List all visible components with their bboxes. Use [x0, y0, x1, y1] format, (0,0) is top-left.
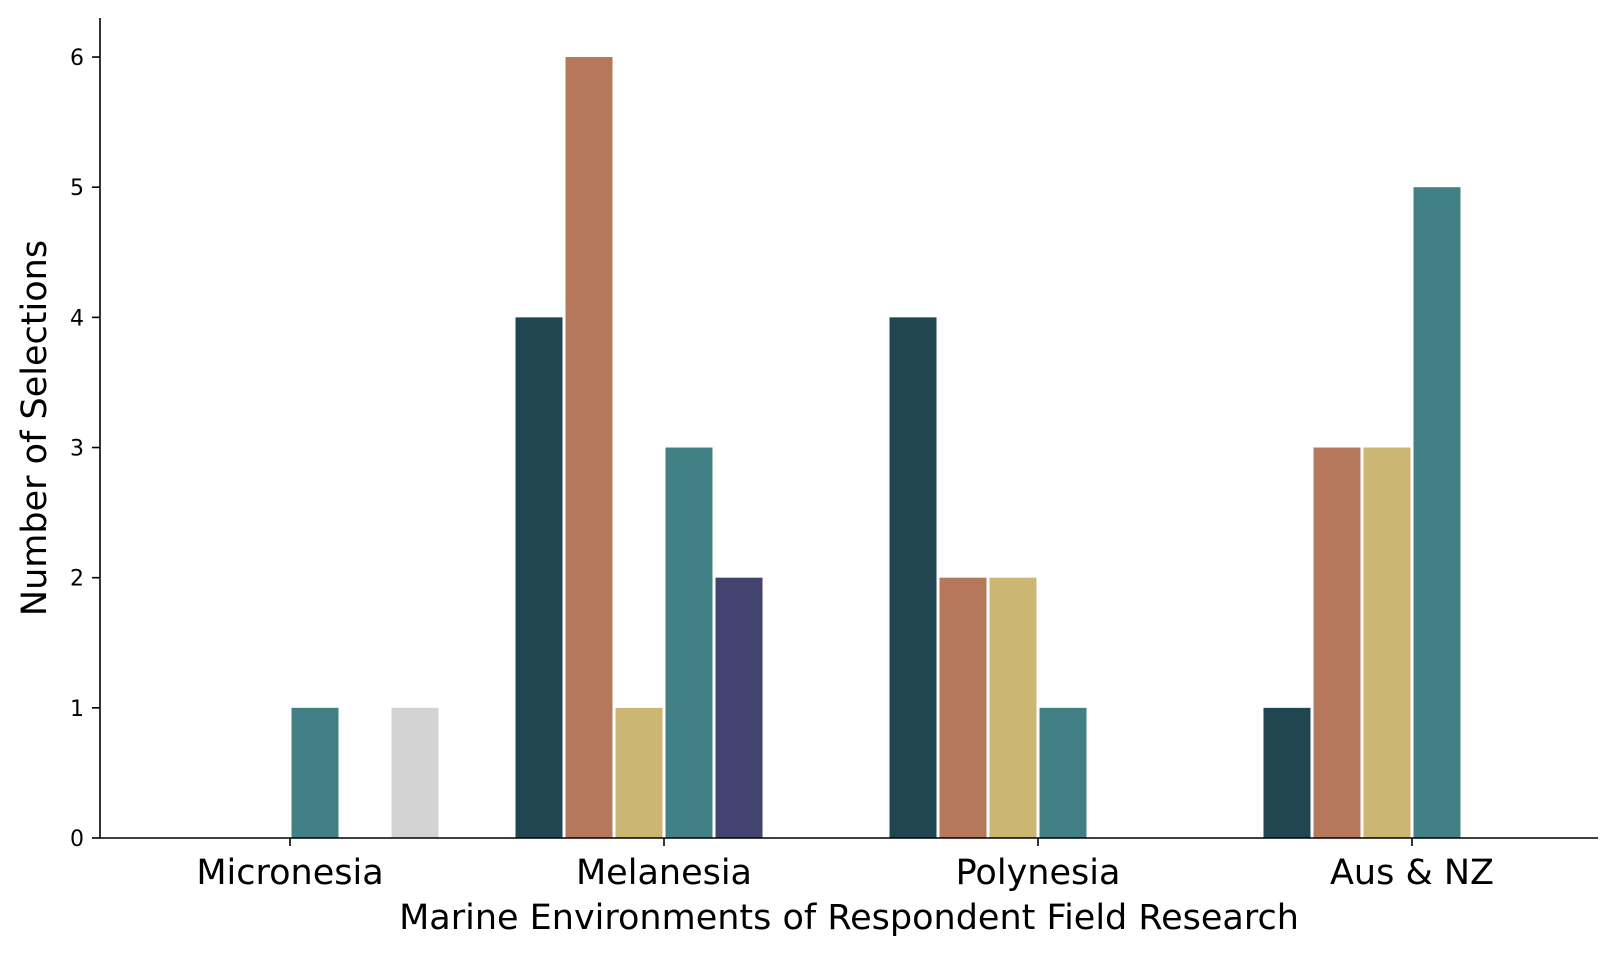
y-tick-label: 6: [70, 46, 84, 71]
x-axis-title: Marine Environments of Respondent Field …: [399, 898, 1299, 938]
x-category-label: Polynesia: [956, 853, 1121, 893]
bar-aus-nz-series-2: [1313, 447, 1361, 838]
bar-melanesia-series-4: [665, 447, 713, 838]
x-category-label: Melanesia: [576, 853, 752, 893]
bars-layer: [291, 57, 1461, 839]
bar-polynesia-series-1: [889, 317, 937, 838]
y-tick-label: 3: [70, 437, 84, 462]
y-tick-label: 1: [70, 697, 84, 722]
x-category-label: Aus & NZ: [1330, 853, 1494, 893]
bar-aus-nz-series-4: [1413, 187, 1461, 838]
bar-polynesia-series-4: [1039, 707, 1087, 838]
y-ticks: 0 1 2 3 4 5 6: [70, 46, 100, 852]
y-tick-label: 2: [70, 567, 84, 592]
y-axis-title: Number of Selections: [15, 240, 55, 616]
bar-polynesia-series-3: [989, 577, 1037, 838]
bar-melanesia-series-3: [615, 707, 663, 838]
bar-melanesia-series-1: [515, 317, 563, 838]
bar-micronesia-series-4: [291, 707, 339, 838]
y-tick-label: 0: [70, 827, 84, 852]
x-category-label: Micronesia: [196, 853, 383, 893]
bar-melanesia-series-5: [715, 577, 763, 838]
bar-micronesia-series-6: [391, 707, 439, 838]
y-tick-label: 4: [70, 306, 84, 331]
bar-aus-nz-series-1: [1263, 707, 1311, 838]
x-ticks: Micronesia Melanesia Polynesia Aus & NZ: [196, 838, 1494, 893]
y-tick-label: 5: [70, 176, 84, 201]
bar-aus-nz-series-3: [1363, 447, 1411, 838]
bar-melanesia-series-2: [565, 57, 613, 839]
bar-polynesia-series-2: [939, 577, 987, 838]
